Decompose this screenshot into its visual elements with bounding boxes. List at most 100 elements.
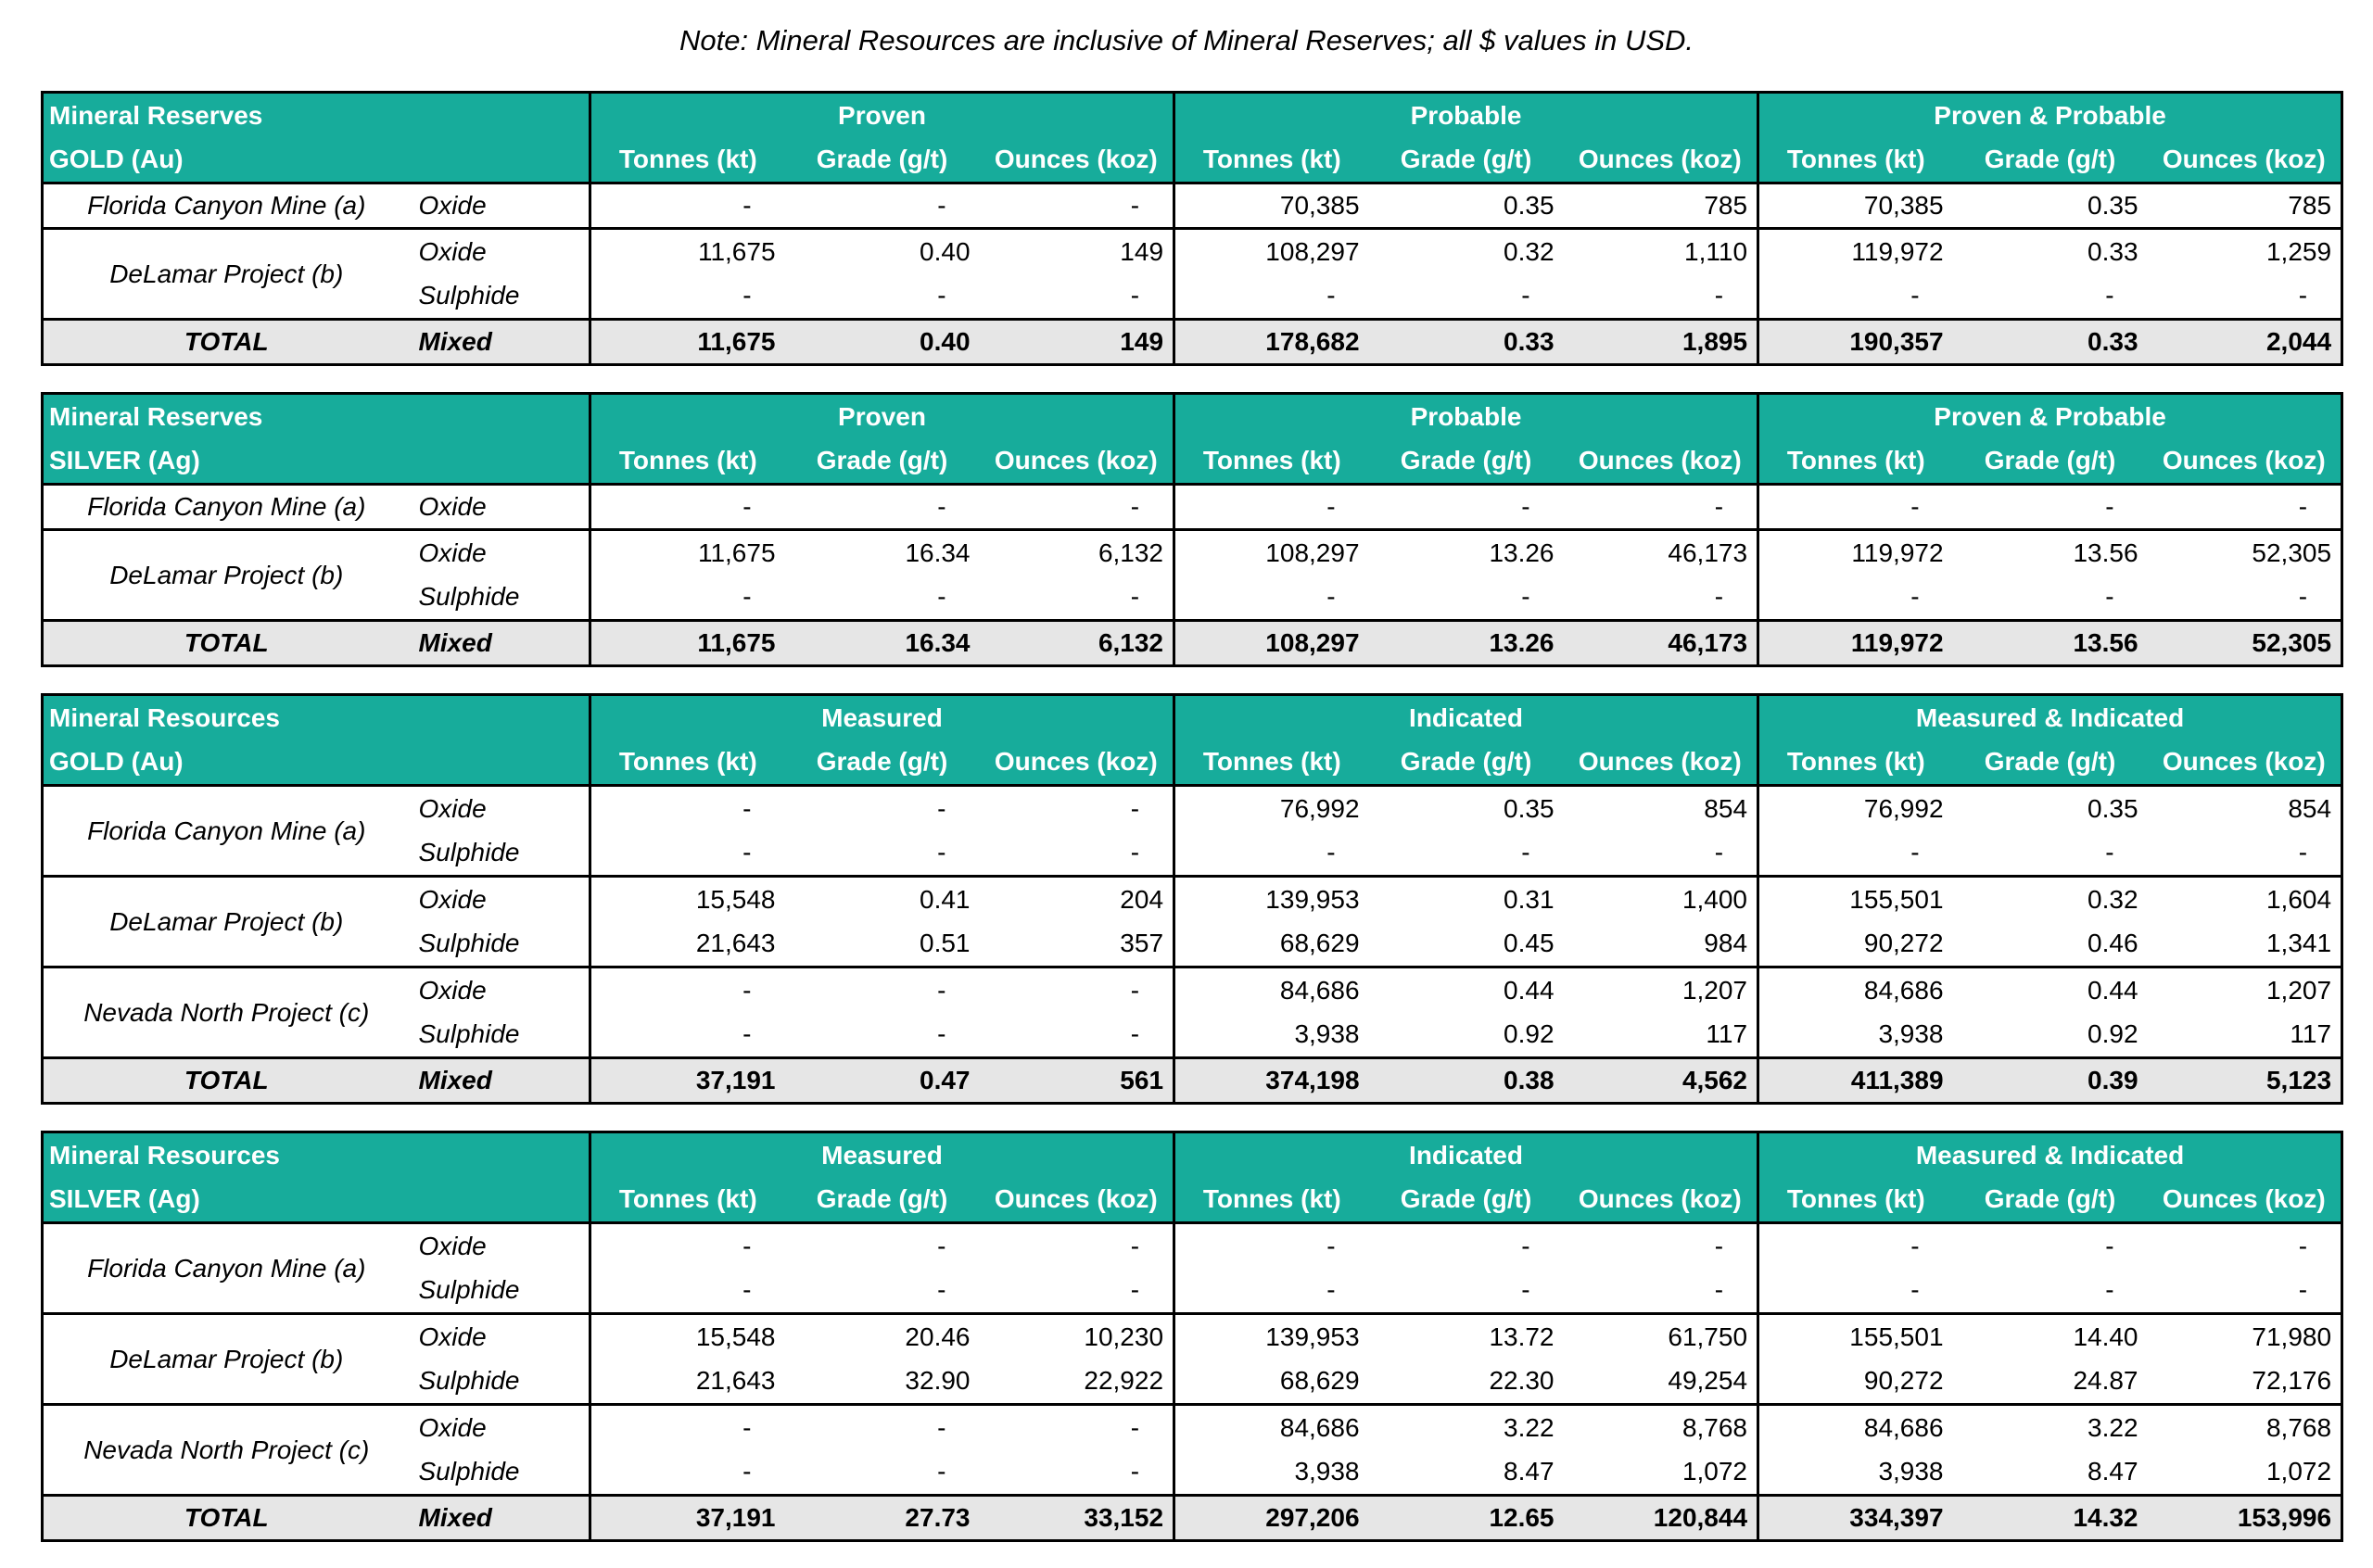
value-cell: 33,152 (979, 1494, 1176, 1541)
value-cell: 854 (2147, 785, 2344, 831)
value-cell: 15,548 (590, 875, 785, 922)
value-cell: - (937, 1019, 946, 1049)
column-header: Grade (g/t) (1368, 1177, 1564, 1224)
total-type: Mixed (409, 318, 592, 365)
value-cell: 0.45 (1504, 929, 1555, 958)
value-cell: 20.46 (784, 1312, 980, 1359)
data-row: Sulphide - - - - - - - - - (43, 273, 2344, 320)
data-row: Sulphide - - - - - - - - - (43, 575, 2344, 621)
value-cell: 0.35 (1504, 793, 1555, 823)
value-cell: 21,643 (695, 929, 776, 958)
project-name: Nevada North Project (c) (42, 1403, 410, 1496)
value-cell: 297,206 (1174, 1494, 1369, 1541)
value-cell: - (979, 575, 1176, 621)
value-cell: 0.35 (2087, 793, 2138, 823)
value-cell: - (979, 1449, 1176, 1496)
value-cell: 0.92 (2087, 1019, 2138, 1049)
value-cell: - (2147, 830, 2344, 877)
value-cell: - (979, 966, 1176, 1013)
value-cell: 4,562 (1563, 1056, 1760, 1104)
value-cell: 10,230 (979, 1312, 1176, 1359)
group-header: Measured (590, 1132, 1176, 1178)
value-cell: - (784, 1403, 980, 1450)
value-cell: 3,938 (1878, 1457, 1944, 1486)
value-cell: - (742, 281, 752, 310)
value-cell: 854 (1563, 785, 1760, 831)
value-cell: 0.35 (2087, 191, 2138, 220)
value-cell: 13.26 (1368, 528, 1564, 575)
column-header: Ounces (koz) (979, 438, 1176, 486)
header-row: SILVER (Ag) Tonnes (kt) Grade (g/t) Ounces … (42, 438, 2344, 486)
value-cell: - (742, 492, 752, 521)
value-cell: - (1910, 281, 1920, 310)
value-cell: 14.40 (1952, 1312, 2148, 1359)
data-row: Sulphide - - - 3,938 0.92 117 3,938 0.92 117 (43, 1012, 2344, 1058)
total-type: Mixed (409, 1494, 591, 1541)
data-row: Florida Canyon Mine (a) Oxide - - - 70,385 0.3… (43, 183, 2344, 229)
value-cell: 84,686 (1758, 966, 1953, 1013)
value-cell: 155,501 (1758, 1312, 1953, 1359)
value-cell: 0.92 (1504, 1019, 1555, 1049)
value-cell: - (937, 1275, 946, 1305)
data-row: Sulphide 21,643 32.90 22,922 68,629 22.30 49,2… (43, 1359, 2344, 1405)
data-row: DeLamar Project (b) Oxide 11,675 0.40 149 108… (42, 227, 2344, 320)
group-header: Probable (1174, 393, 1760, 439)
data-table: Mineral Resources Measured Indicated Measur… (41, 693, 2344, 1105)
value-cell: 49,254 (1563, 1359, 1760, 1405)
ore-type: Oxide (409, 785, 591, 831)
header-row: GOLD (Au) Tonnes (kt) Grade (g/t) Ounces (k… (42, 740, 2344, 787)
project-name: Florida Canyon Mine (a) (87, 816, 366, 845)
value-cell: 6,132 (979, 619, 1176, 666)
data-table: Mineral Reserves Proven Probable Proven & P… (41, 392, 2344, 667)
value-cell: - (2147, 273, 2344, 320)
column-header: Tonnes (kt) (590, 438, 785, 486)
value-cell: 0.39 (1952, 1056, 2148, 1104)
total-type: Mixed (409, 619, 592, 666)
project-name: DeLamar Project (b) (42, 528, 410, 621)
value-cell: - (937, 838, 946, 867)
column-header: Grade (g/t) (1952, 137, 2148, 184)
value-cell: - (1563, 575, 1760, 621)
value-cell: 149 (979, 227, 1176, 274)
data-row: Florida Canyon Mine (a) Oxide - - - - - - - - - (43, 484, 2344, 530)
value-cell: - (1521, 492, 1530, 521)
column-header: Tonnes (kt) (590, 1177, 785, 1224)
value-cell: - (2105, 582, 2114, 612)
project-name: Florida Canyon Mine (a) (87, 492, 366, 521)
value-cell: 70,385 (1279, 191, 1360, 220)
data-table: Mineral Resources Measured Indicated Measur… (41, 1131, 2344, 1542)
value-cell: 190,357 (1758, 318, 1953, 365)
value-cell: 6,132 (979, 528, 1176, 575)
group-header: Proven & Probable (1758, 393, 2344, 439)
value-cell: 71,980 (2147, 1312, 2344, 1359)
metal-label: GOLD (Au) (42, 740, 591, 787)
value-cell: 0.41 (784, 875, 980, 922)
value-cell: 119,972 (1758, 619, 1953, 666)
data-row: Florida Canyon Mine (a) Oxide - - - - - - - - - (43, 1222, 2344, 1283)
value-cell: 785 (2147, 183, 2344, 229)
value-cell: - (742, 1019, 752, 1049)
ore-type: Sulphide (409, 1012, 591, 1058)
value-cell: 8,768 (1563, 1403, 1760, 1450)
column-header: Grade (g/t) (1368, 438, 1564, 486)
column-header: Grade (g/t) (784, 438, 980, 486)
ore-type: Oxide (409, 183, 592, 229)
value-cell: 139,953 (1174, 1312, 1369, 1359)
column-header: Grade (g/t) (1952, 740, 2148, 787)
value-cell: 561 (979, 1056, 1176, 1104)
value-cell: - (2105, 1275, 2114, 1305)
column-header: Ounces (koz) (2147, 740, 2344, 787)
column-header: Tonnes (kt) (1758, 1177, 1953, 1224)
data-row: Sulphide - - - - - - - - - (43, 830, 2344, 877)
value-cell: - (937, 492, 946, 521)
value-cell: 1,341 (2147, 921, 2344, 967)
ore-type: Oxide (409, 484, 592, 530)
value-cell: 84,686 (1174, 966, 1369, 1013)
value-cell: 21,643 (695, 1366, 776, 1396)
value-cell: 0.33 (1952, 227, 2148, 274)
value-cell: 8,768 (2147, 1403, 2344, 1450)
group-header: Probable (1174, 92, 1760, 138)
total-label: TOTAL (42, 318, 410, 365)
data-row: Nevada North Project (c) Oxide - - -84,686 3.… (42, 1403, 2344, 1496)
value-cell: - (979, 1268, 1176, 1314)
